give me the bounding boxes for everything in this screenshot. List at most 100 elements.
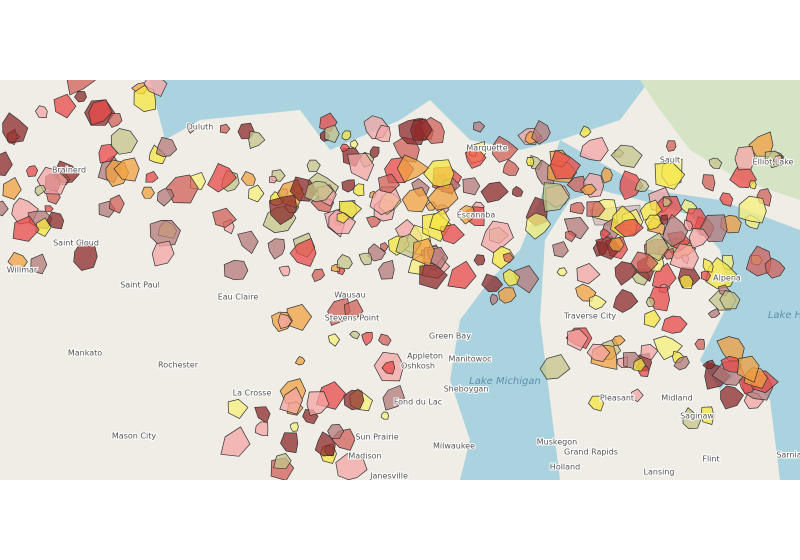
region-polygon[interactable] (702, 257, 714, 273)
region-polygon[interactable] (645, 232, 670, 262)
region-polygon[interactable] (34, 105, 48, 118)
region-polygon[interactable] (113, 157, 140, 182)
region-polygon[interactable] (341, 179, 356, 193)
region-polygon[interactable] (601, 167, 613, 184)
region-polygon[interactable] (669, 243, 699, 271)
region-polygon[interactable] (2, 112, 29, 144)
region-polygon[interactable] (349, 330, 361, 340)
region-polygon[interactable] (237, 230, 259, 255)
region-polygon[interactable] (569, 202, 585, 215)
region-polygon[interactable] (380, 411, 389, 420)
region-polygon[interactable] (552, 241, 569, 258)
region-polygon[interactable] (498, 287, 517, 304)
region-polygon[interactable] (700, 406, 715, 425)
region-polygon[interactable] (74, 91, 87, 103)
region-polygon[interactable] (737, 355, 760, 383)
region-polygon[interactable] (682, 407, 702, 429)
region-polygon[interactable] (719, 192, 734, 207)
region-polygon[interactable] (335, 453, 368, 480)
region-polygon[interactable] (611, 335, 626, 346)
region-polygon[interactable] (327, 423, 345, 439)
region-polygon[interactable] (12, 215, 40, 242)
region-polygon[interactable] (539, 354, 571, 380)
region-polygon[interactable] (586, 201, 606, 217)
region-polygon[interactable] (143, 76, 168, 97)
region-polygon[interactable] (631, 388, 644, 403)
region-polygon[interactable] (480, 181, 509, 203)
region-polygon[interactable] (608, 237, 625, 252)
region-polygon[interactable] (489, 293, 499, 306)
region-polygon[interactable] (630, 251, 659, 273)
region-polygon[interactable] (719, 290, 741, 310)
region-polygon[interactable] (98, 143, 118, 164)
region-polygon[interactable] (267, 238, 286, 260)
region-polygon[interactable] (412, 238, 435, 267)
region-polygon[interactable] (0, 151, 13, 176)
region-polygon[interactable] (481, 273, 504, 292)
region-polygon[interactable] (227, 399, 249, 419)
region-polygon[interactable] (2, 177, 22, 200)
region-polygon[interactable] (30, 253, 48, 275)
region-polygon[interactable] (350, 139, 359, 149)
region-polygon[interactable] (0, 200, 9, 217)
region-polygon[interactable] (720, 355, 742, 373)
region-polygon[interactable] (473, 121, 486, 133)
region-polygon[interactable] (694, 338, 705, 350)
region-polygon[interactable] (341, 130, 352, 141)
region-polygon[interactable] (336, 212, 351, 224)
region-polygon[interactable] (110, 128, 138, 155)
region-polygon[interactable] (361, 332, 373, 347)
region-polygon[interactable] (473, 254, 486, 266)
region-polygon[interactable] (248, 184, 265, 203)
region-polygon[interactable] (749, 180, 757, 190)
region-polygon[interactable] (576, 262, 601, 285)
region-polygon[interactable] (502, 252, 515, 264)
region-polygon[interactable] (369, 146, 380, 159)
region-polygon[interactable] (278, 265, 291, 277)
region-polygon[interactable] (381, 360, 396, 375)
region-polygon[interactable] (374, 124, 391, 143)
region-polygon[interactable] (612, 288, 639, 313)
region-polygon[interactable] (44, 205, 54, 213)
region-polygon[interactable] (149, 220, 181, 247)
region-polygon[interactable] (7, 251, 28, 270)
region-polygon[interactable] (248, 130, 266, 149)
region-polygon[interactable] (339, 143, 350, 153)
region-polygon[interactable] (347, 153, 375, 182)
region-polygon[interactable] (614, 218, 644, 237)
region-polygon[interactable] (304, 180, 334, 203)
region-polygon[interactable] (654, 162, 686, 190)
region-polygon[interactable] (673, 355, 690, 371)
region-polygon[interactable] (688, 227, 710, 249)
region-polygon[interactable] (645, 296, 655, 308)
region-polygon[interactable] (702, 359, 716, 370)
region-polygon[interactable] (157, 188, 175, 207)
region-polygon[interactable] (734, 145, 756, 171)
region-polygon[interactable] (511, 185, 524, 197)
region-polygon[interactable] (556, 267, 568, 277)
region-polygon[interactable] (396, 154, 430, 183)
region-polygon[interactable] (619, 170, 644, 201)
region-polygon[interactable] (367, 243, 387, 262)
region-polygon[interactable] (289, 237, 317, 267)
region-polygon[interactable] (586, 343, 611, 362)
region-polygon[interactable] (662, 196, 672, 208)
region-polygon[interactable] (343, 299, 364, 320)
region-polygon[interactable] (53, 93, 77, 119)
region-polygon[interactable] (343, 389, 365, 411)
region-polygon[interactable] (708, 157, 723, 170)
region-polygon[interactable] (336, 254, 353, 270)
region-polygon[interactable] (151, 240, 175, 267)
region-polygon[interactable] (491, 245, 515, 270)
region-polygon[interactable] (640, 344, 659, 361)
region-polygon[interactable] (311, 268, 326, 283)
region-polygon[interactable] (328, 333, 341, 347)
region-polygon[interactable] (579, 125, 592, 138)
region-polygon[interactable] (410, 118, 433, 141)
region-polygon[interactable] (772, 155, 783, 167)
region-polygon[interactable] (701, 174, 716, 192)
region-polygon[interactable] (462, 177, 481, 196)
region-polygon[interactable] (378, 333, 392, 346)
region-polygon[interactable] (661, 315, 688, 334)
region-polygon[interactable] (382, 384, 405, 411)
